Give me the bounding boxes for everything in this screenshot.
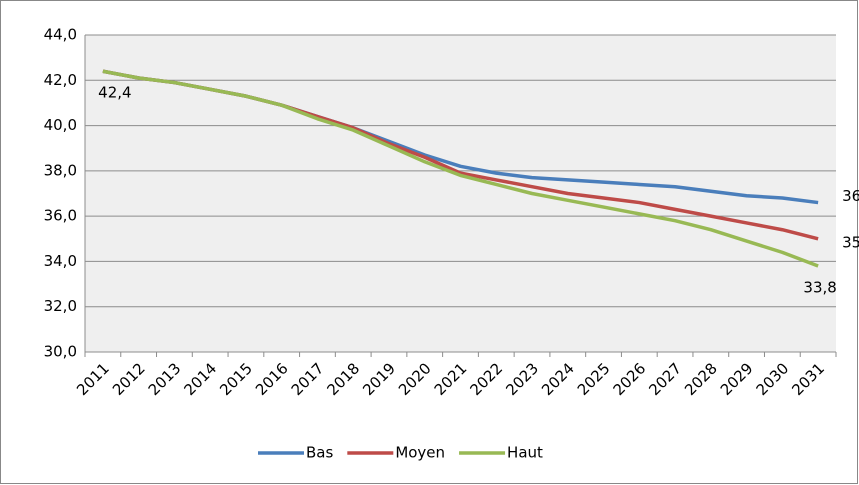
data-label: 36,6 [842,187,859,205]
y-tick-label: 38,0 [44,161,77,179]
y-tick-label: 32,0 [44,297,77,315]
data-label: 42,4 [98,84,131,102]
y-tick-label: 42,0 [44,71,77,89]
y-tick-label: 30,0 [44,343,77,361]
y-tick-label: 40,0 [44,116,77,134]
legend-label: Moyen [395,444,445,462]
legend-label: Haut [507,444,543,462]
legend-label: Bas [306,444,333,462]
y-tick-label: 44,0 [44,26,77,44]
y-tick-label: 36,0 [44,207,77,225]
series-line [102,69,819,268]
data-label: 33,8 [803,278,836,296]
data-label: 35,0 [842,233,859,251]
y-tick-label: 34,0 [44,252,77,270]
